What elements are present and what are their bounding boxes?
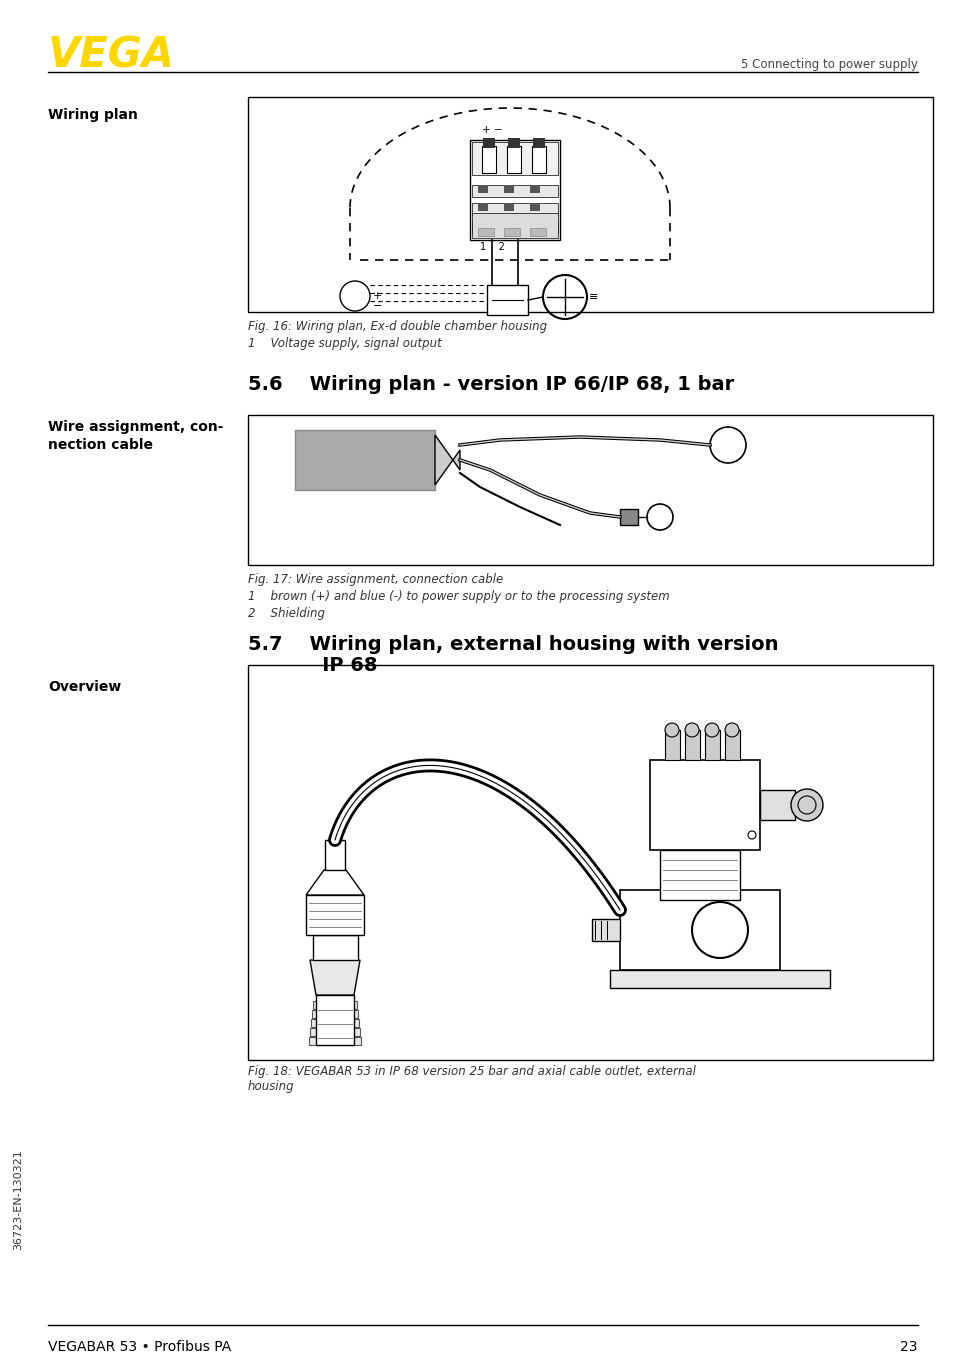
Bar xyxy=(481,146,496,173)
Bar xyxy=(530,227,545,236)
Bar xyxy=(472,213,558,238)
Polygon shape xyxy=(310,960,359,995)
Bar xyxy=(533,138,544,148)
Bar xyxy=(503,227,519,236)
Circle shape xyxy=(747,831,755,839)
Text: + −: + − xyxy=(481,125,502,135)
Polygon shape xyxy=(435,435,459,485)
Text: 5.6    Wiring plan - version IP 66/IP 68, 1 bar: 5.6 Wiring plan - version IP 66/IP 68, 1… xyxy=(248,375,734,394)
Text: ≡: ≡ xyxy=(588,292,598,302)
Bar xyxy=(294,431,435,490)
Bar xyxy=(325,839,345,871)
Bar xyxy=(664,730,679,760)
Text: +: + xyxy=(373,291,382,301)
Bar xyxy=(477,203,488,211)
Text: 1    2: 1 2 xyxy=(479,242,504,252)
Bar xyxy=(311,1020,358,1026)
Bar xyxy=(530,221,539,229)
Bar xyxy=(649,760,760,850)
Bar xyxy=(306,895,364,936)
Bar xyxy=(470,139,559,240)
Bar xyxy=(532,146,545,173)
Bar xyxy=(472,142,558,175)
Bar xyxy=(760,789,794,821)
Text: Wire assignment, con-
nection cable: Wire assignment, con- nection cable xyxy=(48,420,223,452)
Bar xyxy=(609,969,829,988)
Bar xyxy=(315,995,354,1045)
Text: Fig. 18: VEGABAR 53 in IP 68 version 25 bar and axial cable outlet, external
hou: Fig. 18: VEGABAR 53 in IP 68 version 25 … xyxy=(248,1066,695,1093)
Bar xyxy=(309,1037,360,1045)
Bar xyxy=(248,97,932,311)
Bar xyxy=(592,919,619,941)
Bar xyxy=(310,1028,359,1036)
Bar xyxy=(477,221,488,229)
Bar xyxy=(530,185,539,194)
Bar xyxy=(313,936,357,960)
Bar xyxy=(472,185,558,196)
Text: Wiring plan: Wiring plan xyxy=(48,108,138,122)
Bar xyxy=(503,203,514,211)
Text: Fig. 16: Wiring plan, Ex-d double chamber housing: Fig. 16: Wiring plan, Ex-d double chambe… xyxy=(248,320,547,333)
Circle shape xyxy=(724,723,739,737)
Bar xyxy=(472,203,558,215)
Bar xyxy=(482,138,495,148)
Polygon shape xyxy=(306,871,364,895)
Bar xyxy=(659,850,740,900)
Bar xyxy=(530,203,539,211)
Bar xyxy=(312,1010,357,1018)
Bar xyxy=(507,138,519,148)
Circle shape xyxy=(664,723,679,737)
Bar xyxy=(313,1001,356,1009)
Circle shape xyxy=(684,723,699,737)
Circle shape xyxy=(790,789,822,821)
Text: 36723-EN-130321: 36723-EN-130321 xyxy=(13,1150,23,1250)
Bar xyxy=(619,890,780,969)
Bar xyxy=(619,509,638,525)
Text: 1    brown (+) and blue (-) to power supply or to the processing system: 1 brown (+) and blue (-) to power supply… xyxy=(248,590,669,603)
Bar xyxy=(248,665,932,1060)
Bar xyxy=(506,146,520,173)
Text: 5 Connecting to power supply: 5 Connecting to power supply xyxy=(740,58,917,70)
Bar xyxy=(704,730,720,760)
Bar xyxy=(486,284,527,315)
Bar xyxy=(724,730,740,760)
Bar xyxy=(248,414,932,565)
Text: 5.7    Wiring plan, external housing with version: 5.7 Wiring plan, external housing with v… xyxy=(248,635,778,654)
Text: IP 68: IP 68 xyxy=(248,655,377,676)
Text: −: − xyxy=(373,301,382,311)
Bar xyxy=(477,227,494,236)
Text: 1    Voltage supply, signal output: 1 Voltage supply, signal output xyxy=(248,337,441,349)
Bar xyxy=(477,185,488,194)
Text: VEGABAR 53 • Profibus PA: VEGABAR 53 • Profibus PA xyxy=(48,1340,231,1354)
Bar xyxy=(684,730,700,760)
Text: 23: 23 xyxy=(900,1340,917,1354)
Text: Overview: Overview xyxy=(48,680,121,695)
Bar xyxy=(472,221,558,233)
Text: 2    Shielding: 2 Shielding xyxy=(248,607,325,620)
Bar xyxy=(503,221,514,229)
Text: Fig. 17: Wire assignment, connection cable: Fig. 17: Wire assignment, connection cab… xyxy=(248,573,503,586)
Bar xyxy=(503,185,514,194)
Circle shape xyxy=(704,723,719,737)
Text: VEGA: VEGA xyxy=(48,35,174,77)
